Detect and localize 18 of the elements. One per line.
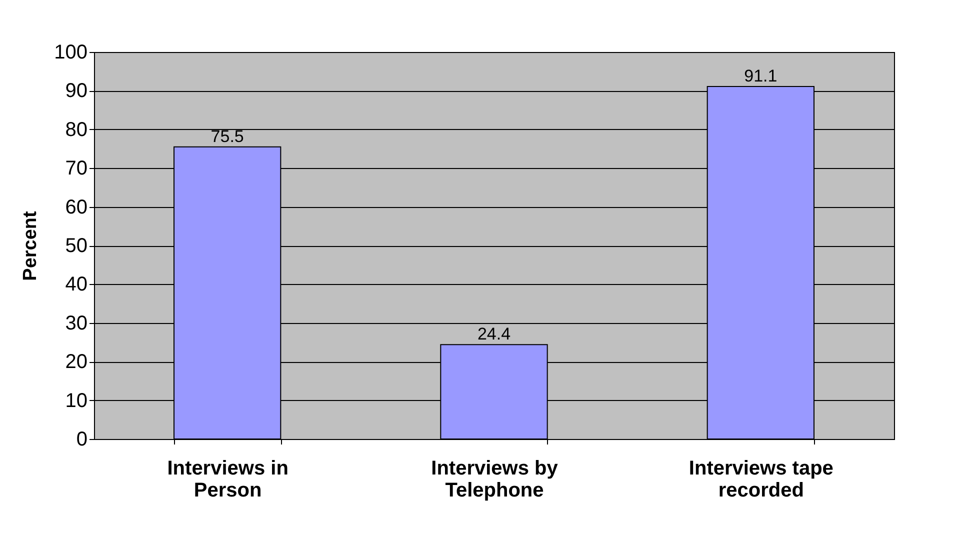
y-tick-label: 100 bbox=[54, 42, 88, 64]
x-tick-label: Interviews by Telephone bbox=[431, 458, 559, 502]
x-tick-label: Interviews tape recorded bbox=[688, 458, 834, 502]
data-label: 24.4 bbox=[477, 324, 511, 344]
y-tick-label: 50 bbox=[65, 235, 88, 257]
y-tick-label: 40 bbox=[65, 274, 88, 296]
data-label: 75.5 bbox=[210, 126, 244, 146]
x-tick-label: Interviews in Person bbox=[167, 458, 288, 502]
y-tick-label: 60 bbox=[65, 196, 88, 218]
y-tick-label: 0 bbox=[76, 428, 88, 450]
y-tick-label: 90 bbox=[65, 80, 88, 102]
y-tick-label: 30 bbox=[65, 312, 88, 334]
y-tick-label: 70 bbox=[65, 158, 88, 180]
y-tick-label: 80 bbox=[65, 118, 88, 141]
y-tick-label: 10 bbox=[65, 390, 88, 412]
y-tick-label: 20 bbox=[65, 351, 88, 374]
data-label: 91.1 bbox=[744, 66, 778, 86]
y-axis-title: Percent bbox=[20, 210, 42, 281]
